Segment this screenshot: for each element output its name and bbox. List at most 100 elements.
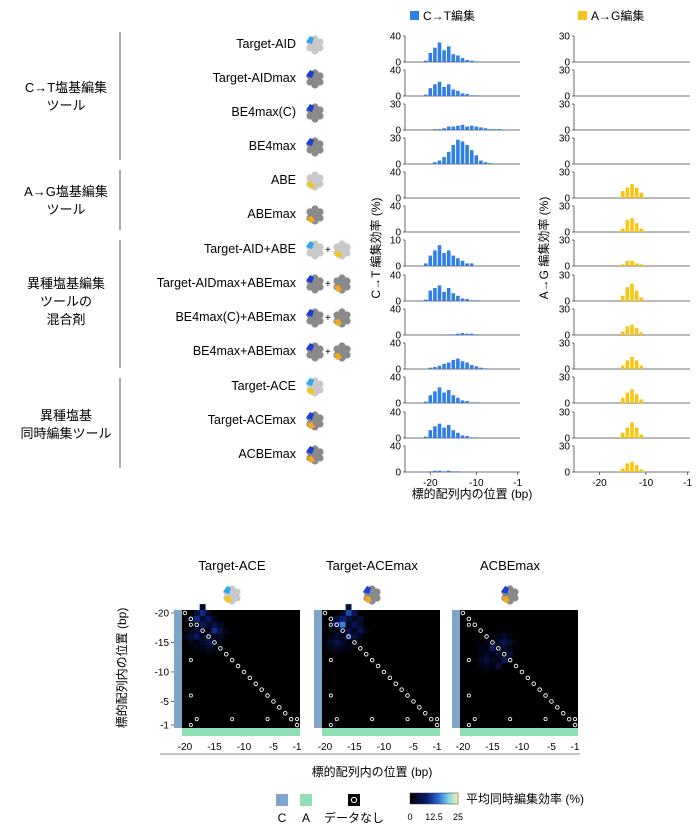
tool-icon-9: + (306, 342, 351, 362)
ct-bar (437, 42, 442, 62)
ct-ytick-label: 10 (390, 236, 402, 247)
ct-bar (456, 397, 460, 403)
heatmap-xtick-label: -1 (433, 742, 442, 753)
heatmap-cell (193, 610, 200, 616)
heatmap-xtick-label: -10 (377, 742, 392, 753)
heatmap-cell (351, 627, 358, 634)
heatmap-cell (199, 633, 206, 640)
ag-ylabel: A→G 編集効率 (%) (536, 197, 551, 300)
ct-bar (479, 367, 483, 369)
ag-panel-7: 0 30 (559, 271, 690, 308)
ct-bar (446, 84, 451, 96)
ag-bar (634, 223, 639, 232)
heatmap-1: -20 -15 -10 -5 -1 (314, 604, 442, 753)
nodata-dot (549, 699, 554, 704)
group-4-line-2: 同時編集ツール (20, 426, 111, 441)
ct-bar (460, 260, 465, 266)
ct-bar (433, 84, 437, 96)
nodata-dot (435, 717, 440, 722)
nodata-dot (411, 699, 416, 704)
ag-ytick-label: 0 (564, 92, 570, 103)
heatmap-xtick-label: -15 (485, 742, 500, 753)
nodata-dot (381, 669, 387, 675)
heatmap-cell (205, 651, 212, 658)
heatmap-cell (477, 663, 484, 669)
ct-ytick-label: 0 (395, 92, 401, 103)
nodata-swatch (348, 794, 360, 806)
heatmap-cell (211, 627, 218, 634)
heatmap-title-2: ACBEmax (480, 558, 540, 573)
ag-panel-4: 0 30 (559, 168, 690, 205)
ct-panel-4: 0 40 (390, 168, 520, 205)
ag-ytick-label: 30 (559, 66, 571, 77)
heatmap-cell (339, 639, 346, 646)
heatmap-cell (322, 639, 328, 646)
ct-ytick-label: 30 (390, 100, 402, 111)
ag-bar (620, 468, 625, 472)
ag-bar (620, 295, 625, 301)
heatmap-cell (187, 633, 194, 640)
ct-bar (428, 88, 433, 96)
ct-ytick-label: 0 (395, 434, 401, 445)
ct-bar (433, 47, 437, 62)
ag-legend-swatch (578, 11, 587, 20)
ag-ytick-label: 0 (564, 58, 570, 69)
nodata-label: データなし (324, 810, 384, 825)
heatmap-xtick-label: -1 (293, 742, 302, 753)
c-strip (452, 610, 460, 728)
tool-name-3: BE4max (249, 139, 297, 153)
ct-bar (442, 363, 446, 369)
heatmap-cell (483, 669, 490, 675)
ct-bar (474, 437, 479, 438)
ct-bar (474, 155, 479, 164)
ct-bar-panels: 040040030030040040010040040040040040040-… (390, 32, 523, 490)
tool-name-10: Target-ACE (231, 379, 296, 393)
ag-panel-3: 0 30 (559, 134, 690, 171)
nodata-dot (466, 658, 471, 663)
heatmap-cell (483, 645, 490, 652)
ag-panel-2: 0 30 (559, 100, 690, 137)
ct-bar (446, 362, 451, 369)
ct-bar (437, 129, 442, 130)
heatmap-cell (327, 621, 334, 628)
heatmap-xtick-label: -20 (318, 742, 333, 753)
heatmap-cell (327, 645, 334, 652)
ct-ytick-label: 40 (390, 408, 402, 419)
ag-bar (625, 287, 630, 301)
ct-bar (423, 436, 428, 438)
ct-ytick-label: 40 (390, 305, 402, 316)
nodata-dot (428, 716, 434, 722)
ct-bar (469, 365, 474, 369)
ct-bar (469, 333, 474, 335)
nodata-dot (434, 722, 440, 728)
ct-bar (433, 391, 437, 403)
ag-bar (634, 328, 639, 335)
group-1-line-1: C→T塩基編集 (25, 80, 107, 95)
nodata-dot (328, 658, 333, 663)
group-2-line-2: ツール (46, 202, 85, 217)
heatmap-cell (489, 657, 496, 664)
nodata-dot (188, 616, 194, 622)
heatmap-cell (345, 645, 352, 652)
heatmap-cell (345, 615, 352, 622)
colorbar-tick-2: 25 (453, 812, 463, 822)
ag-ytick-label: 0 (564, 228, 570, 239)
nodata-dot (334, 622, 340, 628)
ag-bar (639, 264, 644, 266)
nodata-dot (478, 628, 483, 633)
ct-panel-12: 0 40 -20 -10 -1 (390, 442, 523, 490)
ag-bar (634, 394, 639, 403)
tool-labels: Target-AID Target-AIDmax BE4max(C) BE4ma… (157, 37, 297, 461)
nodata-dot (472, 622, 478, 628)
nodata-dot (364, 652, 369, 657)
ct-bar (456, 471, 460, 472)
ct-bar (437, 160, 442, 164)
heatmap-cell (483, 657, 490, 664)
ct-bar (451, 89, 456, 96)
heatmap-cell (501, 633, 508, 640)
ct-bar (456, 125, 460, 130)
nodata-dot (188, 723, 193, 728)
c-strip (174, 610, 182, 728)
ct-bar (442, 392, 446, 403)
ct-bar (456, 55, 460, 62)
